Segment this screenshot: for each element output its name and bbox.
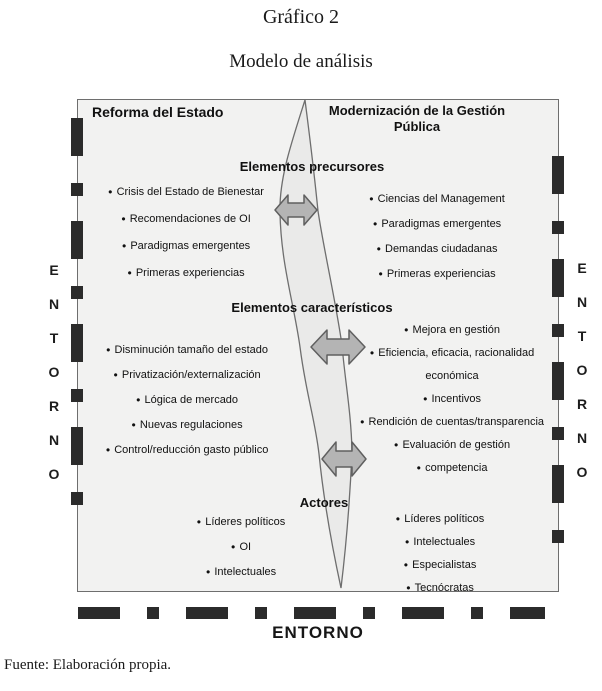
entorno-vertical-label-right: E N T O R N O — [571, 251, 593, 489]
list-item: Demandas ciudadanas — [336, 237, 538, 262]
list-item: Especialistas — [340, 554, 540, 577]
list-item: competencia — [346, 457, 558, 480]
section-heading-caracteristicos: Elementos característicos — [231, 300, 393, 315]
vertical-letter: N — [48, 432, 60, 448]
list-item: Rendición de cuentas/transparencia — [346, 411, 558, 434]
vertical-letter: O — [576, 362, 588, 378]
vertical-letter: R — [576, 396, 588, 412]
list-item: OI — [141, 535, 341, 560]
list-item: Mejora en gestión — [346, 319, 558, 342]
list-item: Eficiencia, eficacia, racionalidad econó… — [346, 342, 558, 388]
list-item: Control/reducción gasto público — [84, 438, 290, 463]
precursores-right-list: Ciencias del ManagementParadigmas emerge… — [336, 187, 538, 287]
vertical-letter: T — [49, 330, 59, 346]
list-item: Recomendaciones de OI — [85, 206, 287, 233]
list-item: Primeras experiencias — [85, 260, 287, 287]
precursores-left-list: Crisis del Estado de BienestarRecomendac… — [85, 179, 287, 287]
entorno-vertical-label-left: E N T O R N O — [43, 253, 65, 491]
list-item: Líderes políticos — [141, 510, 341, 535]
vertical-letter: O — [48, 466, 60, 482]
list-item: Crisis del Estado de Bienestar — [85, 179, 287, 206]
list-item: Tecnócratas — [340, 577, 540, 600]
list-item: Intelectuales — [141, 560, 341, 585]
vertical-letter: O — [48, 364, 60, 380]
list-item: Ciencias del Management — [336, 187, 538, 212]
caracteristicos-right-list: Mejora en gestiónEficiencia, eficacia, r… — [346, 319, 558, 480]
entorno-bottom-label: ENTORNO — [272, 623, 364, 642]
vertical-letter: R — [48, 398, 60, 414]
vertical-letter: E — [49, 262, 59, 278]
list-item: Incentivos — [346, 388, 558, 411]
list-item: Disminución tamaño del estado — [84, 338, 290, 363]
list-item: Intelectuales — [340, 531, 540, 554]
list-item: Líderes políticos — [340, 508, 540, 531]
vertical-letter: N — [576, 430, 588, 446]
list-item: Paradigmas emergentes — [336, 212, 538, 237]
list-item: Nuevas regulaciones — [84, 413, 290, 438]
bottom-dashed-border — [78, 607, 545, 619]
section-heading-actores: Actores — [299, 495, 349, 510]
figure-subtitle: Modelo de análisis — [229, 51, 373, 72]
list-item: Privatización/externalización — [84, 363, 290, 388]
vertical-letter: N — [48, 296, 60, 312]
section-heading-precursores: Elementos precursores — [239, 159, 385, 174]
figure-title: Gráfico 2 — [262, 6, 340, 28]
caracteristicos-left-list: Disminución tamaño del estadoPrivatizaci… — [84, 338, 290, 463]
vertical-letter: O — [576, 464, 588, 480]
list-item: Lógica de mercado — [84, 388, 290, 413]
left-column-header: Reforma del Estado — [92, 104, 224, 120]
vertical-letter: E — [577, 260, 587, 276]
actores-right-list: Líderes políticosIntelectualesEspecialis… — [340, 508, 540, 600]
actores-left-list: Líderes políticosOIIntelectuales — [141, 510, 341, 585]
list-item: Primeras experiencias — [336, 262, 538, 287]
vertical-letter: T — [577, 328, 587, 344]
source-note: Fuente: Elaboración propia. — [4, 657, 172, 673]
list-item: Evaluación de gestión — [346, 434, 558, 457]
right-dashed-border — [552, 156, 564, 545]
vertical-letter: N — [576, 294, 588, 310]
list-item: Paradigmas emergentes — [85, 233, 287, 260]
right-column-header: Modernización de la Gestión Pública — [328, 103, 506, 134]
left-dashed-border — [71, 118, 83, 506]
